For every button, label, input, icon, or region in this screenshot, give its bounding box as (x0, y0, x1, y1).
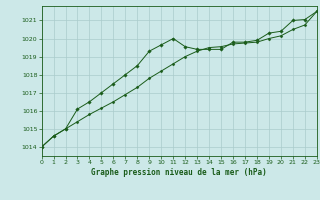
X-axis label: Graphe pression niveau de la mer (hPa): Graphe pression niveau de la mer (hPa) (91, 168, 267, 177)
